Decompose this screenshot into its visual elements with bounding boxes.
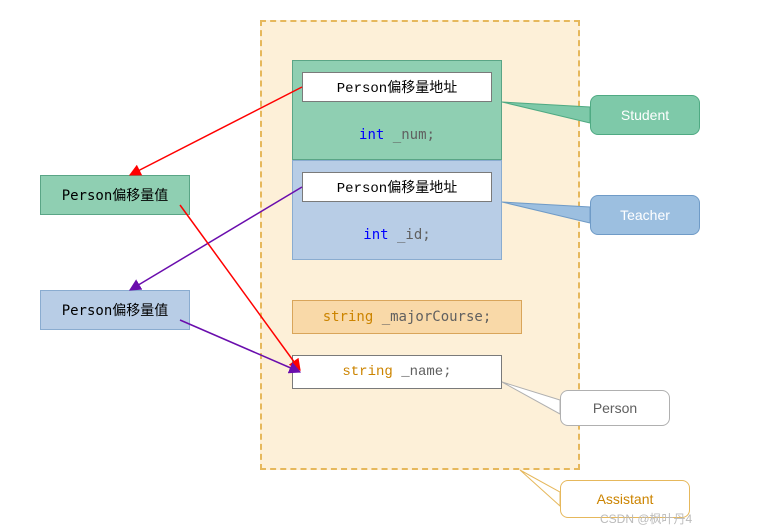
teacher-member-row: int _id; bbox=[292, 215, 502, 255]
majorcourse-box: string _majorCourse; bbox=[292, 300, 522, 334]
student-member-row: int _num; bbox=[292, 115, 502, 155]
left-offset-green-box: Person偏移量值 bbox=[40, 175, 190, 215]
teacher-ptr-label: Person偏移量地址 bbox=[337, 177, 457, 197]
student-ptr-label: Person偏移量地址 bbox=[337, 77, 457, 97]
majorcourse-label: string _majorCourse; bbox=[323, 309, 492, 325]
watermark-text: CSDN @枫叶丹4 bbox=[600, 510, 692, 527]
name-box: string _name; bbox=[292, 355, 502, 389]
teacher-ptr-box: Person偏移量地址 bbox=[302, 172, 492, 202]
left-blue-label: Person偏移量值 bbox=[62, 300, 169, 320]
teacher-callout: Teacher bbox=[590, 195, 700, 235]
teacher-member-label: int _id; bbox=[363, 227, 430, 243]
teacher-callout-label: Teacher bbox=[620, 207, 670, 223]
left-offset-blue-box: Person偏移量值 bbox=[40, 290, 190, 330]
student-ptr-box: Person偏移量地址 bbox=[302, 72, 492, 102]
person-callout-label: Person bbox=[593, 400, 637, 416]
student-callout-label: Student bbox=[621, 107, 669, 123]
assistant-callout-label: Assistant bbox=[597, 491, 654, 507]
name-label: string _name; bbox=[342, 364, 451, 380]
left-green-label: Person偏移量值 bbox=[62, 185, 169, 205]
student-callout: Student bbox=[590, 95, 700, 135]
student-member-label: int _num; bbox=[359, 127, 435, 143]
person-callout: Person bbox=[560, 390, 670, 426]
